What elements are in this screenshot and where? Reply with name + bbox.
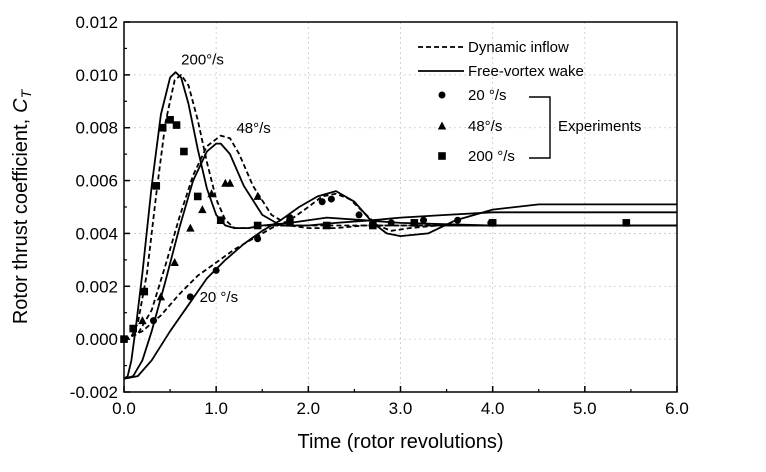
y-tick-label: 0.004 bbox=[75, 224, 118, 243]
ticks: 0.0 1.0 2.0 3.0 4.0 5.0 6.0 -0.002 0.000 0.002 0.0… bbox=[70, 13, 689, 418]
y-axis-label: Rotor thrust coefficient, CT bbox=[10, 88, 34, 324]
experiment-point-square bbox=[622, 219, 631, 227]
curve-annotations: 200°/s 48°/s 20 °/s bbox=[181, 51, 271, 306]
legend: Dynamic inflow Free-vortex wake 20 °/s 48°/… bbox=[418, 39, 641, 165]
curve-annotation: 48°/s bbox=[236, 120, 270, 137]
free-vortex-line-48 bbox=[123, 142, 677, 380]
experiment-markers bbox=[120, 115, 631, 343]
curve-annotation: 200°/s bbox=[181, 51, 224, 68]
experiment-point-circle bbox=[149, 317, 157, 325]
experiment-point-square bbox=[286, 219, 294, 227]
experiment-point-square bbox=[158, 123, 167, 132]
legend-bracket bbox=[529, 96, 551, 159]
y-tick-label: 0.002 bbox=[75, 277, 118, 296]
x-tick-label: 3.0 bbox=[389, 399, 413, 418]
experiment-point-square bbox=[129, 324, 138, 333]
dynamic-inflow-line-48 bbox=[123, 134, 677, 340]
experiment-point-circle bbox=[355, 211, 363, 219]
curves bbox=[123, 71, 677, 380]
experiment-point-square bbox=[193, 192, 202, 201]
experiment-point-circle bbox=[387, 219, 395, 227]
experiment-point-square bbox=[140, 287, 149, 296]
experiment-point-square bbox=[216, 216, 225, 225]
x-tick-label: 6.0 bbox=[665, 399, 689, 418]
experiment-point-square bbox=[172, 121, 181, 129]
experiment-point-triangle bbox=[170, 258, 179, 266]
experiment-point-circle bbox=[420, 216, 428, 224]
experiment-point-circle bbox=[454, 216, 462, 224]
experiment-point-triangle bbox=[207, 189, 216, 198]
legend-line-label: Free-vortex wake bbox=[468, 63, 584, 80]
free-vortex-line-20 bbox=[123, 190, 677, 380]
x-tick-label: 2.0 bbox=[297, 399, 321, 418]
experiment-point-circle bbox=[318, 198, 326, 206]
x-tick-label: 0.0 bbox=[112, 399, 136, 418]
experiment-point-circle bbox=[254, 235, 262, 243]
experiment-point-square bbox=[488, 219, 497, 227]
x-tick-label: 4.0 bbox=[481, 399, 505, 418]
experiment-point-square bbox=[410, 219, 419, 227]
x-tick-label: 5.0 bbox=[573, 399, 597, 418]
y-tick-label: -0.002 bbox=[70, 383, 118, 402]
grid bbox=[123, 21, 678, 393]
y-axis-label-text: Rotor thrust coefficient, bbox=[10, 119, 32, 324]
legend-marker-triangle bbox=[437, 121, 447, 130]
experiment-point-circle bbox=[186, 293, 194, 301]
experiment-point-square bbox=[152, 182, 161, 190]
y-tick-label: 0.012 bbox=[75, 13, 118, 32]
experiment-point-circle bbox=[327, 195, 335, 203]
dynamic-inflow-line-20 bbox=[123, 192, 677, 340]
experiment-point-triangle bbox=[186, 223, 195, 232]
y-axis-label-subscript: T bbox=[18, 88, 34, 98]
experiment-point-square bbox=[322, 221, 331, 230]
experiment-point-triangle bbox=[225, 178, 235, 187]
experiment-point-triangle bbox=[198, 205, 207, 214]
legend-marker-label: 20 °/s bbox=[468, 87, 507, 104]
y-tick-label: 0.000 bbox=[75, 330, 118, 349]
experiment-point-square bbox=[180, 147, 188, 156]
curve-annotation: 20 °/s bbox=[200, 289, 239, 306]
y-tick-label: 0.010 bbox=[75, 66, 118, 85]
x-axis-label: Time (rotor revolutions) bbox=[298, 431, 504, 453]
legend-line-label: Dynamic inflow bbox=[468, 39, 569, 56]
x-tick-label: 1.0 bbox=[204, 399, 228, 418]
experiment-point-triangle bbox=[156, 292, 166, 301]
legend-marker-label: 200 °/s bbox=[468, 148, 515, 165]
experiment-point-square bbox=[253, 221, 262, 230]
experiment-point-triangle bbox=[253, 191, 262, 200]
legend-marker-label: 48°/s bbox=[468, 118, 502, 135]
experiment-point-circle bbox=[212, 266, 220, 274]
y-tick-label: 0.008 bbox=[75, 119, 118, 138]
experiment-point-triangle bbox=[138, 316, 147, 325]
y-axis-label-symbol: C bbox=[10, 98, 32, 113]
experiment-point-square bbox=[369, 221, 377, 230]
legend-group-label: Experiments bbox=[558, 118, 641, 135]
legend-marker-square bbox=[438, 152, 446, 160]
y-tick-label: 0.006 bbox=[75, 172, 118, 191]
legend-marker-circle bbox=[438, 91, 446, 99]
experiment-point-square bbox=[166, 115, 174, 124]
